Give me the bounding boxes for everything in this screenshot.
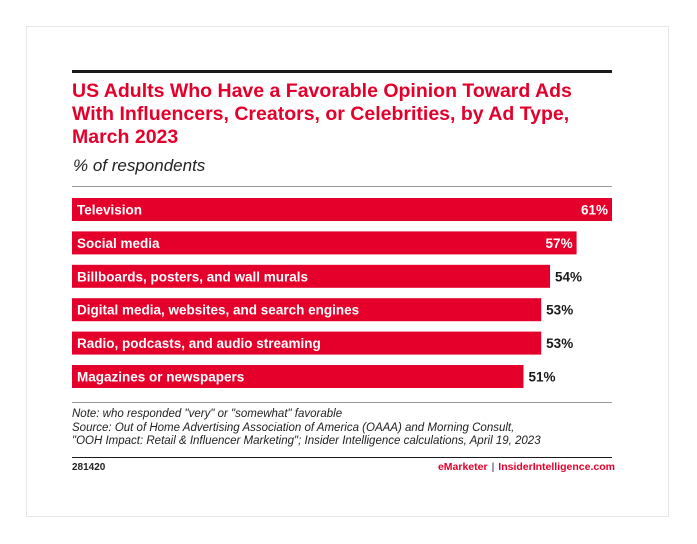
- insider-intelligence-link[interactable]: InsiderIntelligence.com: [498, 461, 615, 473]
- notes-rule: [72, 402, 612, 403]
- chart-title: US Adults Who Have a Favorable Opinion T…: [72, 80, 572, 148]
- bar: [72, 198, 612, 221]
- bar: [72, 231, 577, 255]
- bar-value-label: 53%: [546, 336, 573, 351]
- bar-category-label: Magazines or newspapers: [77, 370, 244, 385]
- bar-category-label: Social media: [77, 236, 160, 251]
- brand-footer: eMarketer | InsiderIntelligence.com: [438, 461, 615, 473]
- bar: [72, 331, 542, 355]
- bar-category-label: Digital media, websites, and search engi…: [77, 303, 359, 318]
- bar: [72, 298, 542, 322]
- bar-category-label: Television: [77, 203, 142, 218]
- emarketer-logo-text: eMarketer: [437, 461, 488, 473]
- bar-category-label: Radio, podcasts, and audio streaming: [77, 336, 321, 351]
- top-rule: [72, 70, 612, 73]
- brand-separator: |: [491, 461, 495, 473]
- bar-value-label: 61%: [581, 203, 608, 218]
- footer-rule: [72, 457, 612, 458]
- bar-value-label: 51%: [528, 370, 555, 385]
- chart-notes: Note: who responded "very" or "somewhat"…: [72, 408, 617, 449]
- subtitle-rule: [72, 186, 612, 187]
- bar-value-label: 53%: [546, 303, 573, 318]
- bar-value-label: 57%: [546, 236, 573, 251]
- chart-subtitle: % of respondents: [73, 156, 206, 175]
- note-text: Note: who responded "very" or "somewhat"…: [72, 408, 343, 420]
- source-text-line-1: Source: Out of Home Advertising Associat…: [72, 421, 515, 434]
- bar-category-label: Billboards, posters, and wall murals: [77, 269, 308, 284]
- bar: [72, 365, 524, 388]
- source-text-line-2: "OOH Impact: Retail & Influencer Marketi…: [72, 435, 541, 447]
- bar: [72, 264, 551, 288]
- chart-id: 281420: [72, 462, 106, 473]
- bar-value-label: 54%: [555, 269, 582, 284]
